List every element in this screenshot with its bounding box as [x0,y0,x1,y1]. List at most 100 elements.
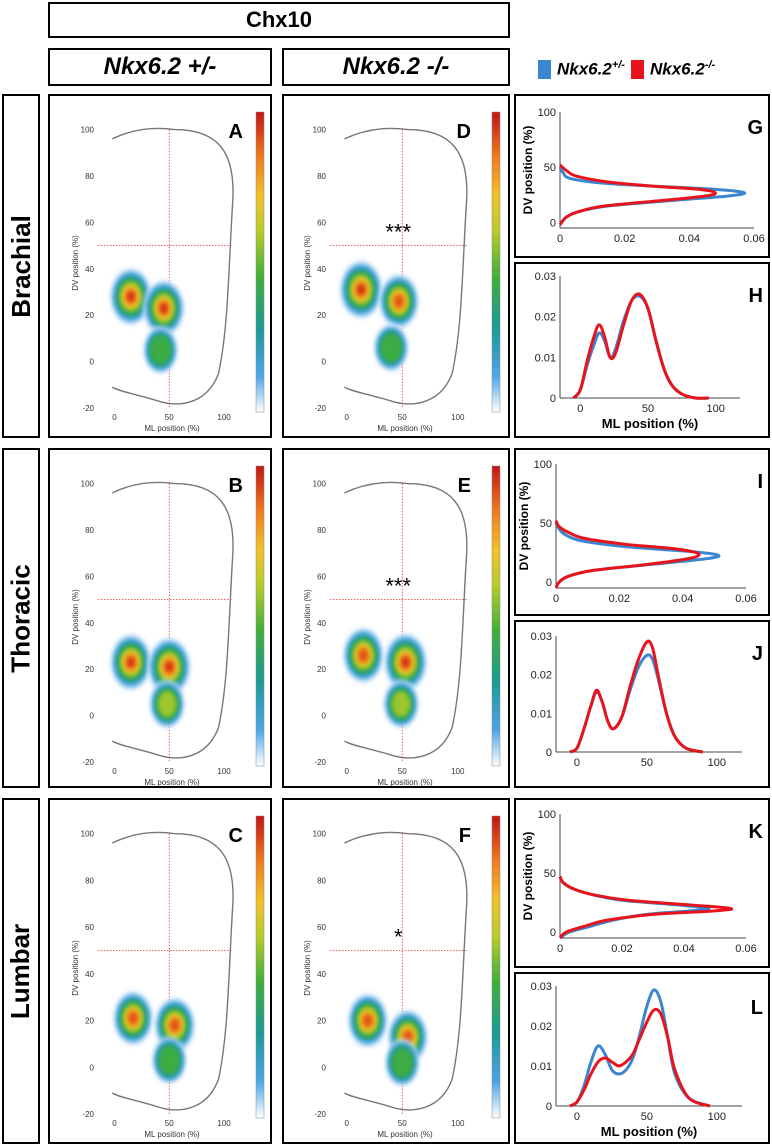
x-tick-label: 0 [344,413,349,422]
y-tick-label: 20 [85,311,94,320]
y-tick-label: 100 [313,830,327,839]
x-tick-label: 100 [451,1119,465,1128]
y-tick-label: 60 [317,218,326,227]
y-tick-label: 0.02 [535,312,556,324]
x-tick-label: 0 [557,943,563,955]
x-tick-label: 0.02 [614,233,635,245]
y-tick-label: 0.03 [531,981,552,993]
density-contour [159,1046,180,1075]
x-tick-label: 50 [642,403,654,415]
series-line [556,521,699,588]
y-tick-label: 40 [85,265,94,274]
y-tick-label: 0 [322,712,327,721]
x-tick-label: 50 [641,1111,653,1123]
x-tick-label: 0.04 [672,593,693,605]
y-tick-label: 20 [85,665,94,674]
series-line [570,990,710,1106]
y-tick-label: 0 [90,1063,95,1072]
y-tick-label: -20 [82,1110,94,1119]
panel-letter: C [229,825,243,847]
significance-marker: *** [385,220,411,245]
series-line [560,167,745,224]
x-axis-label: ML position (%) [602,416,699,431]
y-tick-label: 60 [85,923,94,932]
density-contour [158,692,176,717]
y-tick-label: 40 [85,619,94,628]
x-tick-label: 0 [112,767,117,776]
y-tick-label: -20 [314,404,326,413]
y-tick-label: 0 [550,927,556,939]
y-tick-label: -20 [314,758,326,767]
y-tick-label: 80 [85,876,94,885]
x-tick-label: 100 [451,413,465,422]
significance-marker: *** [385,574,411,599]
y-tick-label: 50 [540,518,552,530]
density-contour [359,287,363,293]
x-tick-label: 0 [112,1119,117,1128]
y-axis-label: DV position (%) [303,235,312,291]
x-axis-label: ML position (%) [144,1130,200,1139]
x-tick-label: 0 [344,767,349,776]
y-tick-label: 0 [322,1063,327,1072]
y-tick-label: 40 [317,970,326,979]
y-tick-label: 0.01 [535,352,556,364]
y-tick-label: 0.01 [531,708,552,720]
y-tick-label: 60 [317,923,326,932]
x-tick-label: 0 [553,593,559,605]
y-axis-label: DV position (%) [71,235,80,291]
y-tick-label: 80 [85,526,94,535]
colorbar [492,112,500,412]
y-tick-label: -20 [82,404,94,413]
y-tick-label: 40 [85,970,94,979]
significance-marker: * [394,924,403,949]
y-tick-label: 100 [81,480,95,489]
y-tick-label: 20 [317,311,326,320]
x-tick-label: 0 [574,1111,580,1123]
y-tick-label: 50 [544,162,556,174]
x-axis-label: ML position (%) [377,1130,433,1139]
x-tick-label: 0.06 [735,943,756,955]
x-tick-label: 0 [574,757,580,769]
y-tick-label: 0 [550,393,556,405]
y-tick-label: 80 [85,172,94,181]
panel-letter: E [458,475,471,497]
y-tick-label: 0 [90,712,95,721]
panel-letter: D [457,121,471,143]
y-tick-label: 100 [313,480,327,489]
y-tick-label: 50 [544,868,556,880]
x-tick-label: 50 [641,757,653,769]
density-contour [403,659,407,665]
y-tick-label: 80 [317,172,326,181]
y-tick-label: 80 [317,526,326,535]
panel-letter: K [749,821,764,843]
x-tick-label: 100 [451,767,465,776]
x-tick-label: 50 [398,767,407,776]
x-tick-label: 50 [398,413,407,422]
density-contour [129,659,133,665]
density-contour [150,335,171,364]
x-tick-label: 100 [708,1111,726,1123]
x-tick-label: 0.02 [611,943,632,955]
x-tick-label: 0.02 [609,593,630,605]
y-tick-label: 100 [538,809,556,821]
x-axis-label: ML position (%) [377,424,433,433]
x-tick-label: 0 [112,413,117,422]
x-axis-label: ML position (%) [144,778,200,787]
panel-letter: H [749,285,763,307]
panel-letter: L [751,997,763,1019]
y-tick-label: 0 [550,217,556,229]
panel-letter: G [747,117,763,139]
y-tick-label: 100 [534,459,552,471]
density-contour [129,294,133,300]
y-axis-label: DV position (%) [303,589,312,645]
colorbar [492,816,500,1118]
y-tick-label: 0 [546,577,552,589]
y-axis-label: DV position (%) [71,940,80,996]
y-tick-label: 100 [538,107,556,119]
density-contour [129,1013,137,1024]
y-axis-label: DV position (%) [521,126,535,215]
series-line [574,296,709,398]
charts-canvas: -20 0 20 40 60 80 100 0 50 100 ML position (%) DV p… [0,0,772,1148]
x-tick-label: 50 [165,413,174,422]
y-tick-label: 100 [81,830,95,839]
